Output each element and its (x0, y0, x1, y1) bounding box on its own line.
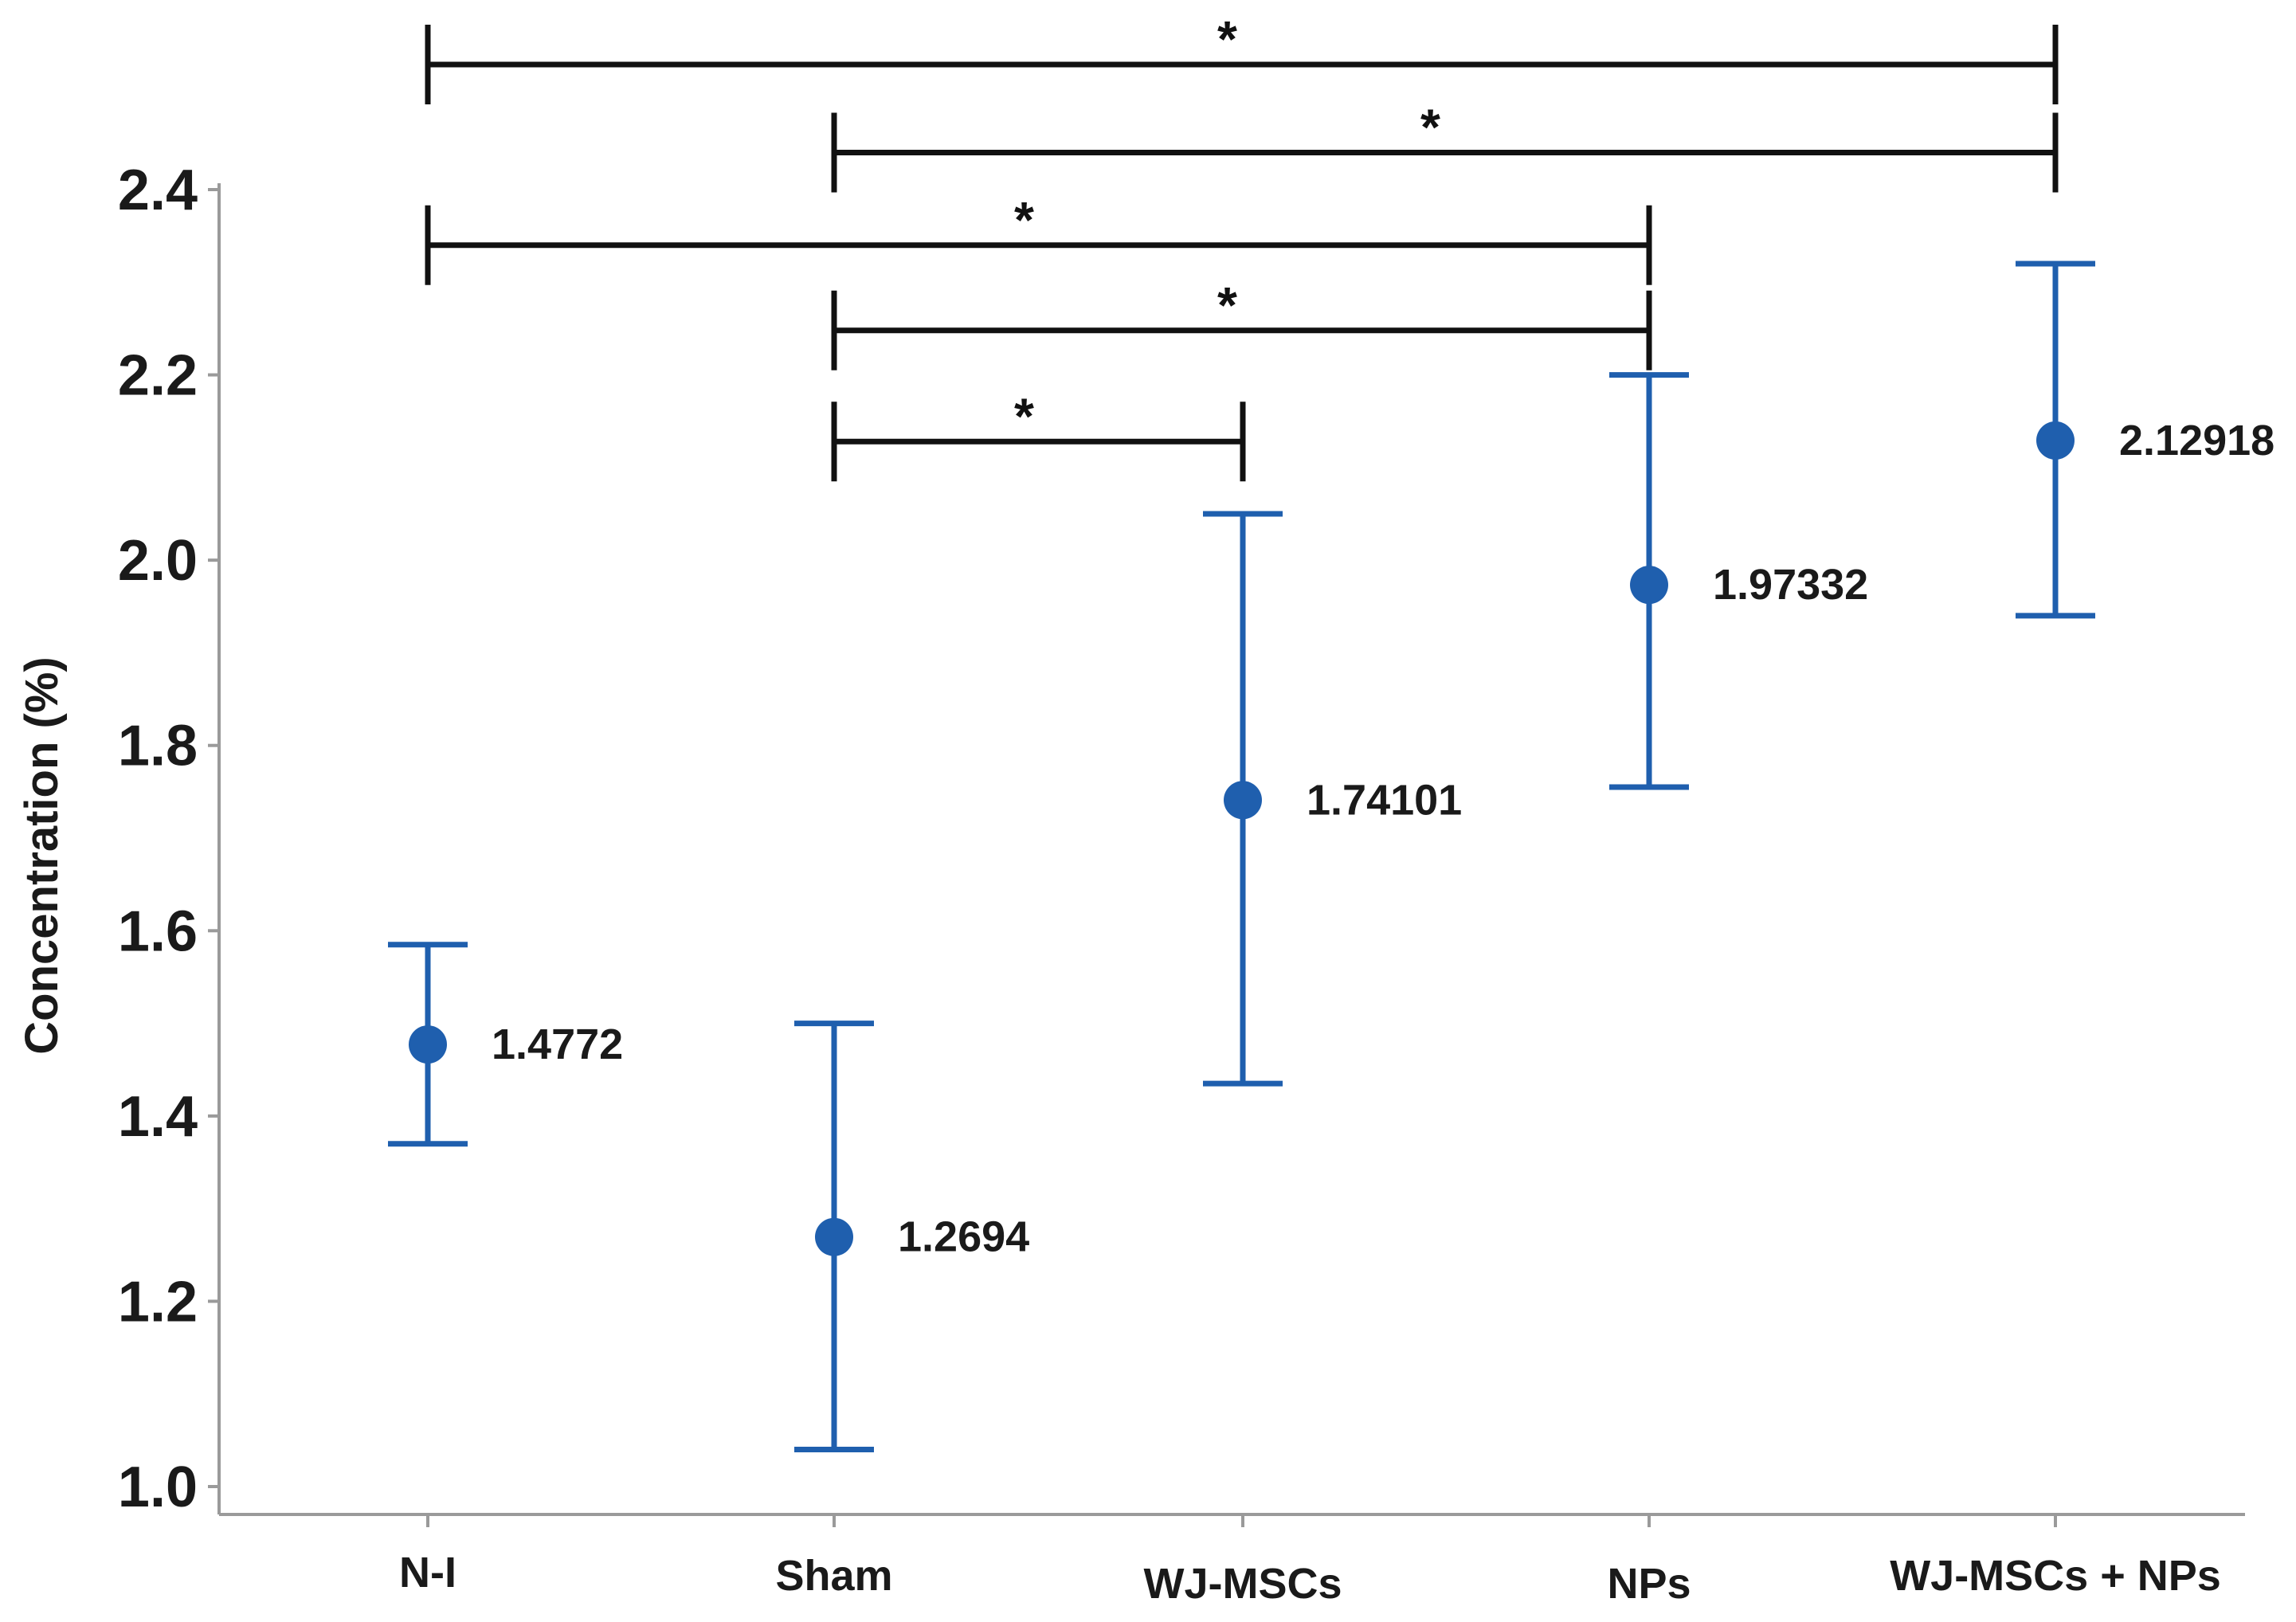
x-tick-label: N-I (399, 1549, 456, 1597)
data-value-label: 1.74101 (1307, 776, 1462, 824)
y-tick-label: 2.0 (118, 529, 198, 593)
error-bar-group: 2.12918 (2016, 261, 2274, 619)
y-tick-label: 1.2 (118, 1270, 198, 1334)
significance-star: * (1217, 10, 1237, 68)
significance-bracket: * (831, 387, 1246, 482)
significance-brackets: * * * * * (425, 10, 2059, 482)
data-point (1224, 781, 1262, 820)
y-tick-label: 1.8 (118, 715, 198, 778)
y-tick-label: 1.6 (118, 899, 198, 963)
data-point (815, 1217, 853, 1256)
data-value-label: 2.12918 (2119, 417, 2274, 464)
significance-bracket: * (831, 276, 1652, 370)
data-point (409, 1025, 447, 1064)
significance-star: * (1217, 276, 1237, 334)
y-axis-label: Concentration (%) (16, 656, 68, 1054)
significance-star: * (1420, 98, 1440, 155)
y-tick-label: 2.4 (118, 159, 198, 222)
error-bar-group: 1.97332 (1609, 372, 1868, 790)
significance-star: * (1014, 191, 1034, 249)
data-point (1630, 566, 1668, 605)
x-tick-label: WJ-MSCs + NPs (1890, 1552, 2221, 1600)
y-tick-label: 2.2 (118, 344, 198, 408)
error-bar-group: 1.4772 (388, 942, 623, 1147)
error-bar-group: 1.74101 (1203, 511, 1462, 1087)
data-value-label: 1.97332 (1713, 561, 1868, 609)
y-tick-label: 1.4 (118, 1085, 198, 1149)
x-tick-label: WJ-MSCs (1143, 1560, 1342, 1608)
data-value-label: 1.4772 (492, 1021, 623, 1068)
y-tick-label: 1.0 (118, 1455, 198, 1519)
data-value-label: 1.2694 (898, 1213, 1029, 1261)
significance-bracket: * (831, 98, 2059, 193)
error-bar-group: 1.2694 (794, 1021, 1029, 1452)
data-series: 1.4772 1.2694 1.74101 1.97332 2.12918 (388, 261, 2274, 1452)
x-tick-label: NPs (1607, 1560, 1691, 1608)
x-tick-label: Sham (775, 1552, 892, 1600)
data-point (2036, 421, 2075, 460)
axes: 1.0 1.2 1.4 1.6 1.8 2.0 2.2 2.4 N-I Sham WJ-MSCs NP… (118, 159, 2245, 1608)
significance-bracket: * (425, 191, 1652, 285)
significance-bracket: * (425, 10, 2059, 105)
significance-star: * (1014, 387, 1034, 445)
